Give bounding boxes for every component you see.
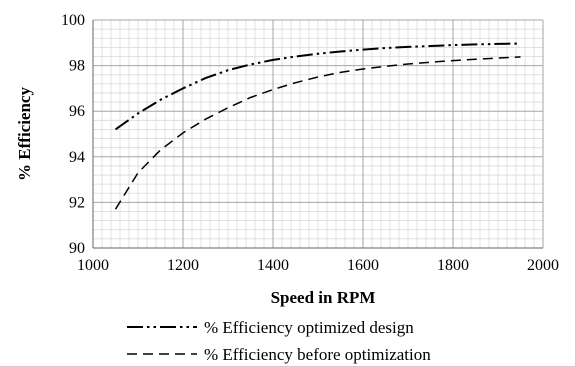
legend-label-optimized: % Efficiency optimized design — [204, 318, 414, 337]
x-axis-ticks: 1000 1200 1400 1600 1800 2000 — [77, 257, 559, 274]
y-tick-label: 90 — [69, 240, 85, 257]
y-axis-ticks: 90 92 94 96 98 100 — [61, 12, 85, 257]
legend-label-before: % Efficiency before optimization — [204, 345, 431, 364]
series-line-optimized — [114, 42, 521, 131]
series-line-before — [114, 56, 521, 210]
y-tick-label: 100 — [61, 12, 85, 29]
x-tick-label: 1200 — [167, 257, 199, 274]
y-tick-label: 92 — [69, 194, 85, 211]
y-axis-label: % Efficiency — [15, 87, 34, 181]
legend: % Efficiency optimized design % Efficien… — [127, 318, 431, 364]
y-tick-label: 94 — [69, 149, 85, 166]
x-tick-label: 1800 — [437, 257, 469, 274]
x-tick-label: 1400 — [257, 257, 289, 274]
x-tick-label: 2000 — [527, 257, 559, 274]
x-tick-label: 1600 — [347, 257, 379, 274]
series-lines — [114, 42, 521, 210]
minor-gridlines — [93, 20, 543, 248]
y-tick-label: 98 — [69, 58, 85, 75]
x-axis-label: Speed in RPM — [271, 288, 376, 307]
axes — [92, 20, 543, 249]
x-tick-label: 1000 — [77, 257, 109, 274]
y-tick-label: 96 — [69, 103, 85, 120]
